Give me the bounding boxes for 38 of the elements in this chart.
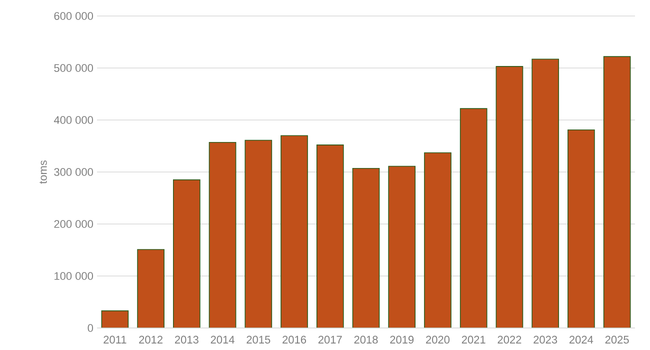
bar	[173, 180, 200, 328]
y-tick-label: 400 000	[54, 116, 94, 124]
x-tick-label: 2017	[318, 336, 342, 344]
y-tick-label: 600 000	[54, 12, 94, 20]
x-tick-label: 2020	[426, 336, 450, 344]
bar	[460, 108, 487, 328]
bar	[388, 166, 416, 328]
y-tick-label: 300 000	[54, 168, 94, 176]
bar	[102, 310, 128, 328]
x-tick-label: 2021	[462, 336, 486, 344]
x-tick-label: 2013	[174, 336, 198, 344]
y-tick-label: 0	[88, 324, 94, 332]
x-tick-label: 2014	[210, 336, 234, 344]
x-tick-label: 2012	[139, 336, 162, 344]
bar	[281, 136, 308, 328]
x-tick-label: 2016	[282, 336, 306, 344]
y-axis-title: toms	[40, 160, 47, 184]
bar	[424, 152, 452, 328]
bar	[532, 59, 559, 328]
x-tick-label: 2019	[390, 336, 414, 344]
x-tick-label: 2015	[246, 336, 270, 344]
bar	[568, 130, 594, 328]
bar	[316, 144, 344, 328]
bar	[209, 142, 236, 328]
bar	[603, 56, 631, 328]
x-tick-label: 2024	[570, 336, 594, 344]
y-tick-label: 200 000	[54, 220, 94, 228]
x-tick-label: 2011	[104, 336, 126, 344]
bar	[138, 249, 164, 328]
y-tick-label: 500 000	[54, 64, 94, 72]
x-tick-label: 2023	[534, 336, 558, 344]
bar	[352, 168, 380, 328]
bar	[496, 66, 523, 328]
x-tick-label: 2025	[605, 336, 629, 344]
y-tick-label: 100 000	[54, 272, 94, 280]
x-tick-label: 2018	[354, 336, 378, 344]
x-tick-label: 2022	[498, 336, 522, 344]
bar	[245, 140, 272, 328]
